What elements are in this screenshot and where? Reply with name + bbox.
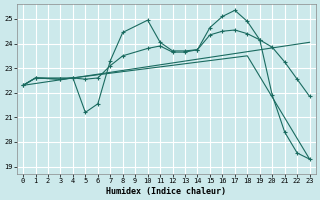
- X-axis label: Humidex (Indice chaleur): Humidex (Indice chaleur): [106, 187, 226, 196]
